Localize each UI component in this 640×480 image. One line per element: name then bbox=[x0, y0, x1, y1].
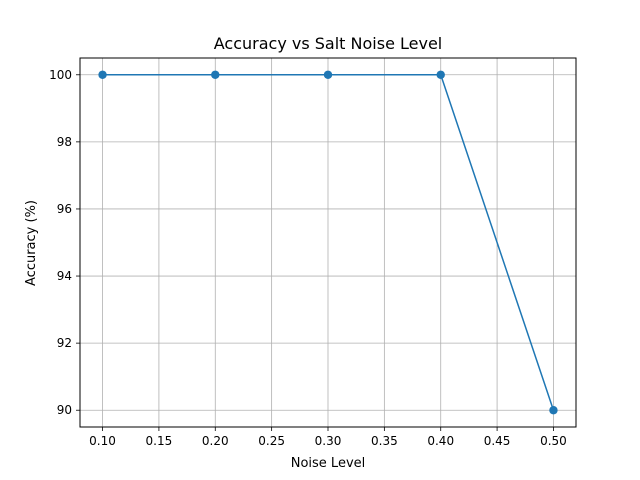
y-tick-label: 96 bbox=[57, 202, 72, 216]
data-series bbox=[98, 70, 558, 415]
x-tick-label: 0.45 bbox=[484, 434, 511, 448]
data-point bbox=[549, 406, 558, 415]
y-axis-label: Accuracy (%) bbox=[24, 200, 39, 286]
tick-marks: 0.10 0.15 0.20 0.25 0.30 0.35 0.40 0.45 0.50 90 92… bbox=[49, 68, 567, 448]
data-point bbox=[98, 70, 107, 79]
x-tick-label: 0.10 bbox=[89, 434, 116, 448]
data-point bbox=[323, 70, 333, 79]
y-tick-label: 98 bbox=[57, 135, 72, 149]
x-tick-label: 0.25 bbox=[258, 434, 285, 448]
chart-title: Accuracy vs Salt Noise Level bbox=[214, 34, 443, 53]
data-point bbox=[211, 70, 220, 79]
x-tick-label: 0.40 bbox=[427, 434, 454, 448]
y-tick-label: 90 bbox=[57, 403, 72, 417]
y-tick-label: 92 bbox=[57, 336, 72, 350]
y-tick-label: 100 bbox=[49, 68, 72, 82]
x-tick-label: 0.35 bbox=[371, 434, 398, 448]
x-tick-label: 0.15 bbox=[146, 434, 173, 448]
y-tick-label: 94 bbox=[57, 269, 72, 283]
data-point bbox=[436, 70, 445, 79]
grid-lines bbox=[80, 58, 576, 427]
x-tick-label: 0.50 bbox=[540, 434, 567, 448]
x-tick-label: 0.20 bbox=[202, 434, 229, 448]
x-axis-label: Noise Level bbox=[291, 456, 366, 471]
x-tick-label: 0.30 bbox=[315, 434, 342, 448]
